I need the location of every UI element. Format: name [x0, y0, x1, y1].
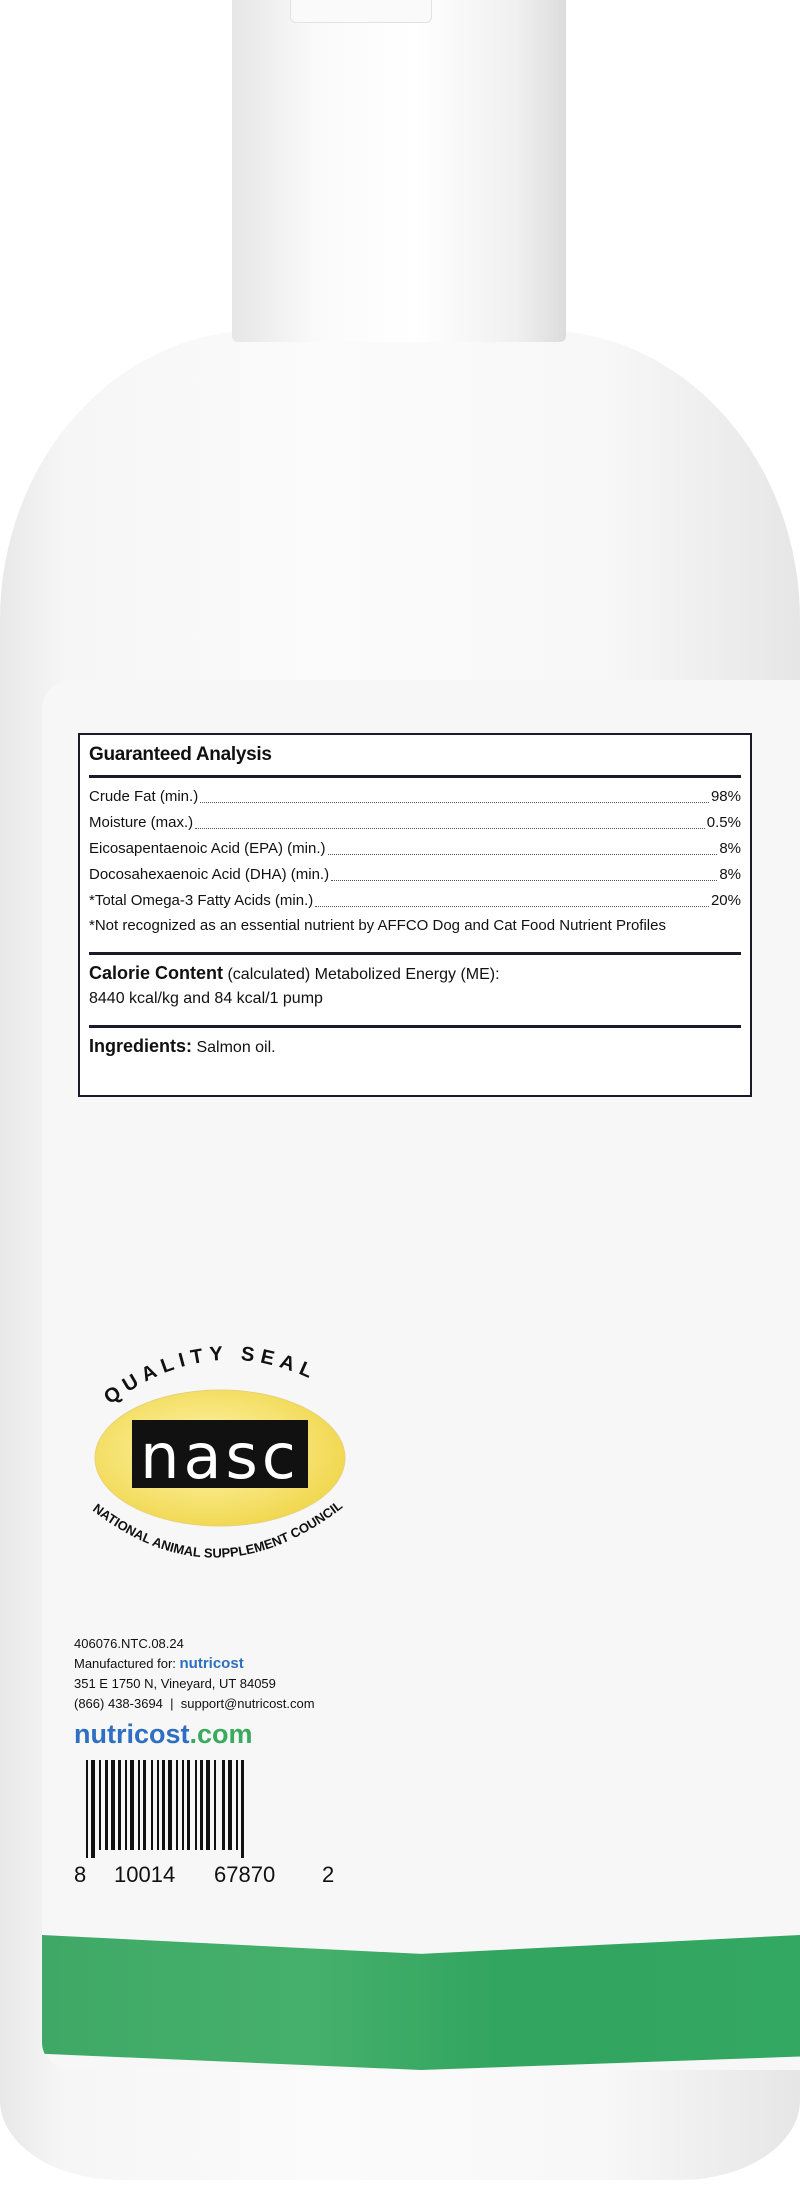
ingredients-heading: Ingredients: [89, 1036, 193, 1056]
dot-leader [331, 862, 718, 881]
barcode-space [244, 1760, 249, 1858]
barcode-bar [168, 1760, 172, 1850]
nasc-quality-seal-logo: QUALITY SEAL nasc NATIONAL ANIMAL SUPPLE… [90, 1343, 346, 1561]
barcode-bar [157, 1760, 159, 1850]
calorie-values: 8440 kcal/kg and 84 kcal/1 pump [89, 990, 323, 1007]
address: 351 E 1750 N, Vineyard, UT 84059 [74, 1676, 276, 1691]
barcode-bar [214, 1760, 216, 1850]
barcode-bar [241, 1760, 244, 1858]
calorie-content: Calorie Content (calculated) Metabolized… [89, 961, 741, 1011]
ingredients-text: Salmon oil. [192, 1039, 276, 1056]
barcode-digit: 8 [74, 1862, 87, 1887]
green-label-band [42, 1935, 800, 2070]
row-label: Crude Fat (min.) [89, 788, 199, 805]
barcode-bar [151, 1760, 153, 1850]
row-value: 0.5% [706, 814, 741, 831]
barcode-bar [91, 1760, 95, 1858]
lot-code: 406076.NTC.08.24 [74, 1636, 184, 1651]
ingredients: Ingredients: Salmon oil. [89, 1034, 741, 1060]
barcode-bar [195, 1760, 197, 1850]
row-value: 8% [719, 840, 741, 857]
analysis-title: Guaranteed Analysis [89, 744, 272, 765]
contact-line: (866) 438-3694 | support@nutricost.com [74, 1696, 315, 1711]
dot-leader [195, 810, 705, 829]
dot-leader [327, 836, 718, 855]
phone: (866) 438-3694 [74, 1696, 163, 1711]
bottle-cap [232, 0, 566, 342]
barcode-bar [86, 1760, 88, 1858]
barcode-bar [111, 1760, 115, 1850]
barcode-bar [200, 1760, 203, 1850]
row-label: Docosahexaenoic Acid (DHA) (min.) [89, 866, 330, 883]
barcode [86, 1760, 249, 1858]
analysis-row: Docosahexaenoic Acid (DHA) (min.) 8% [89, 862, 741, 888]
barcode-bar [138, 1760, 140, 1850]
dot-leader [315, 888, 709, 907]
manufacturer-info: 406076.NTC.08.24 Manufactured for: nutri… [74, 1634, 315, 1714]
barcode-digit: 10014 [114, 1862, 176, 1887]
row-value: 20% [710, 892, 741, 909]
divider [89, 1025, 741, 1028]
barcode-bar [206, 1760, 210, 1850]
barcode-digit: 67870 [214, 1862, 276, 1887]
barcode-bar [187, 1760, 190, 1850]
barcode-bar [182, 1760, 184, 1850]
analysis-row: Moisture (max.) 0.5% [89, 810, 741, 836]
barcode-bar [130, 1760, 134, 1850]
guaranteed-analysis-panel: Guaranteed Analysis Crude Fat (min.) 98% … [78, 733, 752, 1097]
nasc-box [132, 1420, 308, 1488]
barcode-bar [99, 1760, 101, 1850]
footnote: *Not recognized as an essential nutrient… [89, 917, 666, 934]
calorie-text: (calculated) Metabolized Energy (ME): [223, 966, 500, 983]
divider [89, 775, 741, 778]
barcode-bar [125, 1760, 127, 1850]
calorie-heading: Calorie Content [89, 963, 224, 983]
barcode-bar [236, 1760, 238, 1850]
site-tld: .com [189, 1719, 253, 1749]
manufactured-for-line: Manufactured for: nutricost [74, 1654, 315, 1674]
barcode-bar [143, 1760, 146, 1850]
barcode-bar [176, 1760, 178, 1850]
site-name: nutricost [74, 1719, 190, 1749]
barcode-bar [228, 1760, 232, 1850]
barcode-digit: 2 [322, 1862, 335, 1887]
brand-logo: nutricost [179, 1655, 244, 1672]
barcode-bar [118, 1760, 121, 1850]
barcode-bar [162, 1760, 165, 1850]
analysis-row: Crude Fat (min.) 98% [89, 784, 741, 810]
nasc-letters: nasc [132, 1420, 308, 1493]
row-value: 98% [710, 788, 741, 805]
dot-leader [200, 784, 709, 803]
nasc-text: nasc [140, 1420, 300, 1493]
barcode-bar [222, 1760, 225, 1850]
analysis-row: *Total Omega-3 Fatty Acids (min.) 20% [89, 888, 741, 914]
barcode-bar [105, 1760, 108, 1850]
website: nutricost.com [74, 1718, 253, 1750]
analysis-row: Eicosapentaenoic Acid (EPA) (min.) 8% [89, 836, 741, 862]
row-label: *Total Omega-3 Fatty Acids (min.) [89, 892, 314, 909]
email: support@nutricost.com [180, 1696, 315, 1711]
row-value: 8% [719, 866, 741, 883]
row-label: Moisture (max.) [89, 814, 194, 831]
row-label: Eicosapentaenoic Acid (EPA) (min.) [89, 840, 326, 857]
manufactured-for-label: Manufactured for: [74, 1656, 176, 1671]
cap-flip-lid [290, 0, 432, 23]
divider [89, 952, 741, 955]
barcode-digits: 8 10014 67870 2 [74, 1862, 344, 1890]
